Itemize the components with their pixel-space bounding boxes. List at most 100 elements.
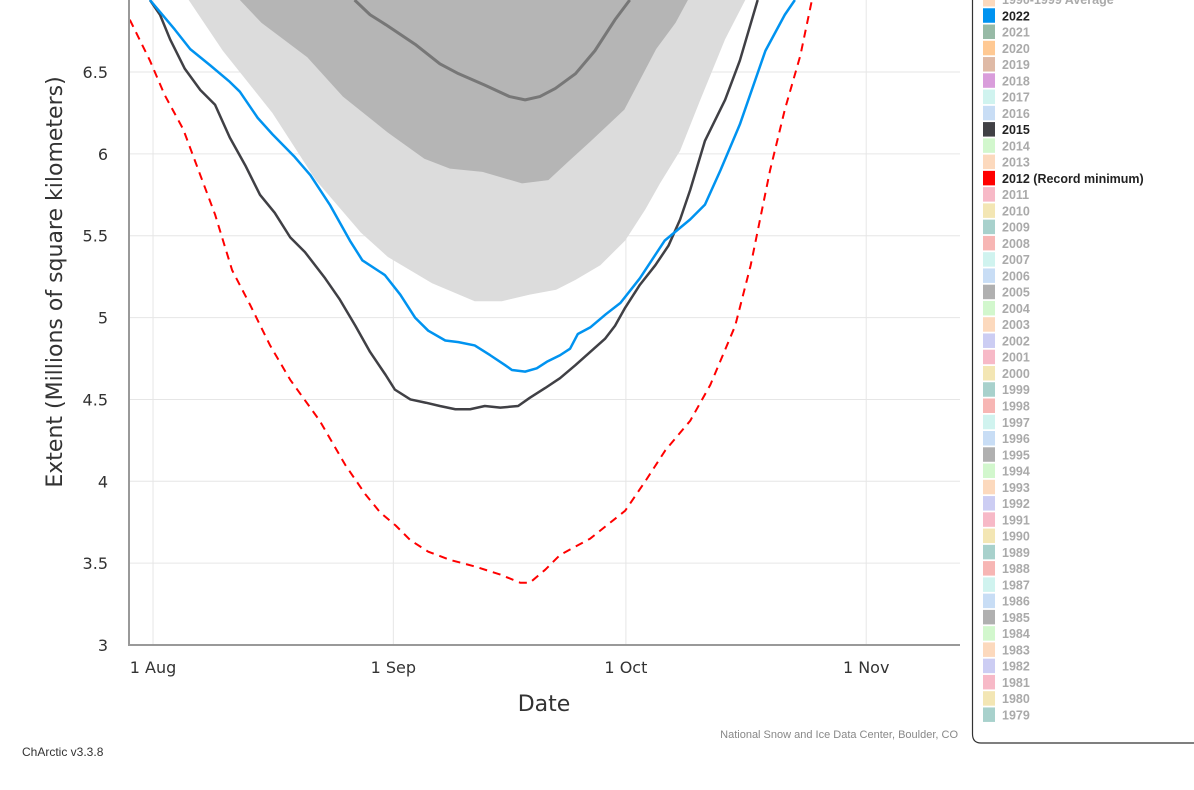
legend-label: 2022 (1002, 9, 1030, 23)
legend-label: 2016 (1002, 107, 1030, 121)
legend-item[interactable]: 2009 (983, 219, 1030, 235)
legend-item[interactable]: 2013 (983, 154, 1030, 170)
interquartile-range-band (239, 0, 688, 184)
legend-label: 1988 (1002, 562, 1030, 576)
legend-item[interactable]: 1985 (983, 609, 1030, 625)
legend-item[interactable]: 2022 (983, 8, 1030, 23)
legend-item[interactable]: 2017 (983, 89, 1030, 105)
legend-label: 1980 (1002, 692, 1030, 706)
y-tick-label: 5 (98, 309, 108, 328)
legend-item[interactable]: 1989 (983, 544, 1030, 560)
legend-label: 2017 (1002, 91, 1030, 105)
y-tick-label: 3.5 (83, 554, 108, 573)
legend-item[interactable]: 2007 (983, 252, 1030, 267)
legend-item[interactable]: 2000 (983, 365, 1030, 381)
legend-swatch (983, 57, 995, 72)
legend-item[interactable]: 2020 (983, 40, 1030, 56)
series-line (129, 0, 813, 584)
x-tick-label: 1 Nov (843, 658, 890, 677)
legend-swatch (983, 528, 995, 544)
version-text: ChArctic v3.3.8 (22, 745, 104, 759)
legend-item[interactable]: 1997 (983, 414, 1030, 430)
legend-item[interactable]: 1992 (983, 496, 1030, 511)
legend-label: 2009 (1002, 221, 1030, 235)
legend-item[interactable]: 1981 (983, 674, 1030, 690)
legend-swatch (983, 674, 995, 690)
credit-text: National Snow and Ice Data Center, Bould… (720, 729, 958, 741)
legend-label: 1982 (1002, 660, 1030, 674)
legend-item[interactable]: 2012 (Record minimum) (983, 170, 1144, 186)
legend-swatch (983, 73, 995, 88)
legend-item[interactable]: 2014 (983, 138, 1030, 153)
legend-label: 1994 (1002, 465, 1030, 479)
legend-label: 1997 (1002, 416, 1030, 430)
legend-swatch (983, 138, 995, 153)
legend-item[interactable]: 2015 (983, 122, 1030, 137)
legend-item[interactable]: 2021 (983, 24, 1030, 40)
legend-item[interactable]: 2011 (983, 187, 1029, 202)
legend-item[interactable]: 2008 (983, 235, 1030, 251)
series-2022 (148, 0, 796, 373)
legend-item[interactable]: 1991 (983, 512, 1030, 527)
legend-item[interactable]: 1993 (983, 479, 1030, 495)
series-median (353, 0, 631, 102)
legend-item[interactable]: 1982 (983, 658, 1030, 674)
y-tick-label: 4 (98, 472, 108, 491)
legend-item[interactable]: 2006 (983, 268, 1030, 283)
legend-item[interactable]: 1983 (983, 642, 1030, 657)
legend-item[interactable]: 1995 (983, 447, 1030, 462)
legend-label: 1992 (1002, 497, 1030, 511)
legend-label: 2021 (1002, 26, 1030, 40)
legend-label: 2005 (1002, 286, 1030, 300)
legend-swatch (983, 349, 995, 365)
legend-swatch (983, 382, 995, 397)
legend-item[interactable]: 2010 (983, 203, 1030, 218)
legend-label: 2020 (1002, 42, 1030, 56)
legend-swatch (983, 626, 995, 641)
legend-label: 1989 (1002, 546, 1030, 560)
legend-swatch (983, 187, 995, 202)
legend: 1990-1999 Average 2022 2021 2020 2019 2018 201… (983, 0, 1144, 722)
legend-label: 1983 (1002, 643, 1030, 657)
legend-item[interactable]: 2003 (983, 317, 1030, 332)
legend-item[interactable]: 2001 (983, 349, 1030, 365)
legend-label: 1990-1999 Average (1002, 0, 1114, 7)
legend-swatch (983, 642, 995, 657)
legend-item[interactable]: 1990-1999 Average (983, 0, 1114, 7)
legend-item[interactable]: 2002 (983, 333, 1030, 348)
legend-swatch (983, 284, 995, 300)
legend-label: 1996 (1002, 432, 1030, 446)
legend-item[interactable]: 1986 (983, 593, 1030, 609)
legend-item[interactable]: 1998 (983, 398, 1030, 414)
legend-label: 2010 (1002, 204, 1030, 218)
legend-swatch (983, 219, 995, 235)
legend-item[interactable]: 2019 (983, 57, 1030, 72)
legend-swatch (983, 512, 995, 527)
legend-item[interactable]: 2005 (983, 284, 1030, 300)
legend-item[interactable]: 1996 (983, 431, 1030, 446)
legend-item[interactable]: 1999 (983, 382, 1030, 397)
legend-item[interactable]: 2004 (983, 300, 1030, 316)
legend-item[interactable]: 1980 (983, 691, 1030, 706)
legend-label: 2012 (Record minimum) (1002, 172, 1144, 186)
legend-swatch (983, 544, 995, 560)
legend-item[interactable]: 1987 (983, 577, 1030, 592)
legend-item[interactable]: 1984 (983, 626, 1030, 641)
legend-item[interactable]: 1990 (983, 528, 1030, 544)
legend-label: 2002 (1002, 334, 1030, 348)
legend-label: 1993 (1002, 481, 1030, 495)
legend-swatch (983, 154, 995, 170)
legend-swatch (983, 0, 995, 7)
legend-label: 1986 (1002, 595, 1030, 609)
y-tick-labels: 3 3.5 4 4.5 5 5.5 6 6.5 (83, 63, 108, 655)
legend-swatch (983, 561, 995, 576)
legend-item[interactable]: 2016 (983, 105, 1030, 121)
legend-swatch (983, 8, 995, 23)
legend-item[interactable]: 2018 (983, 73, 1030, 88)
legend-swatch (983, 496, 995, 511)
legend-item[interactable]: 1994 (983, 463, 1030, 479)
legend-item[interactable]: 1988 (983, 561, 1030, 576)
legend-item[interactable]: 1979 (983, 707, 1030, 722)
legend-label: 1991 (1002, 513, 1030, 527)
legend-swatch (983, 365, 995, 381)
